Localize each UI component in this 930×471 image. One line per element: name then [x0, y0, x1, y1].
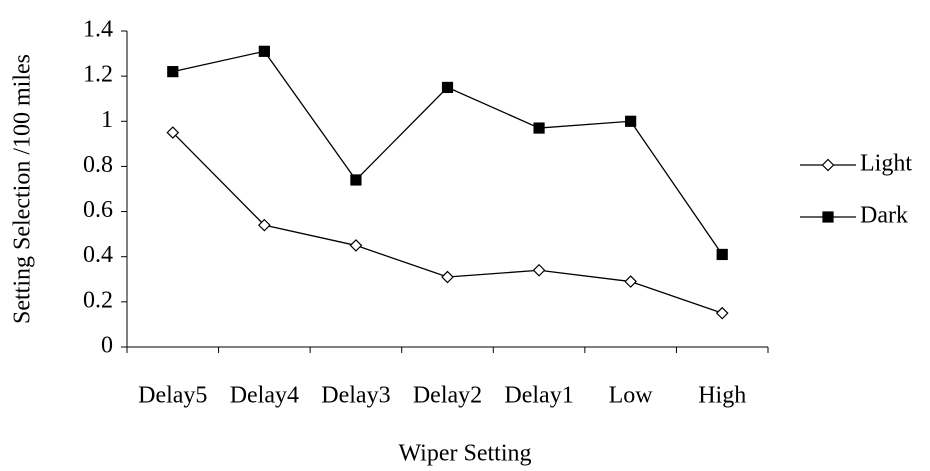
- x-tick-label: High: [698, 383, 746, 409]
- point: [258, 218, 271, 232]
- x-tick-label: Delay3: [321, 383, 390, 409]
- series-line: [172, 132, 723, 314]
- y-tick-label: 1: [101, 107, 113, 133]
- legend-marker: [822, 211, 834, 223]
- point: [349, 239, 363, 252]
- point: [625, 115, 637, 127]
- y-tick-label: 0.8: [83, 152, 113, 178]
- y-tick-label: 1.2: [83, 62, 113, 88]
- point: [715, 306, 729, 320]
- x-tick-label: Delay2: [413, 383, 482, 409]
- point: [533, 122, 545, 134]
- point: [350, 174, 362, 186]
- series-line: [172, 50, 723, 255]
- y-tick-label: 0: [101, 333, 113, 359]
- point: [166, 126, 180, 139]
- y-tick-label: 0.2: [83, 287, 113, 313]
- y-tick-label: 1.4: [83, 17, 113, 43]
- point: [441, 81, 454, 94]
- x-tick-label: Delay4: [230, 383, 299, 409]
- point: [716, 248, 728, 261]
- point: [624, 275, 637, 288]
- point: [167, 66, 179, 78]
- point: [532, 263, 546, 277]
- legend-label: Light: [860, 151, 912, 177]
- x-tick-label: Delay5: [138, 383, 207, 409]
- x-tick-label: Low: [609, 383, 654, 409]
- point: [258, 45, 270, 57]
- y-tick-label: 0.4: [83, 242, 113, 268]
- x-tick-label: Delay1: [504, 383, 573, 409]
- y-tick-label: 0.6: [83, 197, 113, 223]
- legend-marker: [821, 158, 835, 172]
- x-axis-label: Wiper Setting: [398, 441, 531, 467]
- y-axis-label: Setting Selection /100 miles: [10, 54, 36, 324]
- legend-label: Dark: [860, 203, 908, 229]
- point: [441, 270, 454, 284]
